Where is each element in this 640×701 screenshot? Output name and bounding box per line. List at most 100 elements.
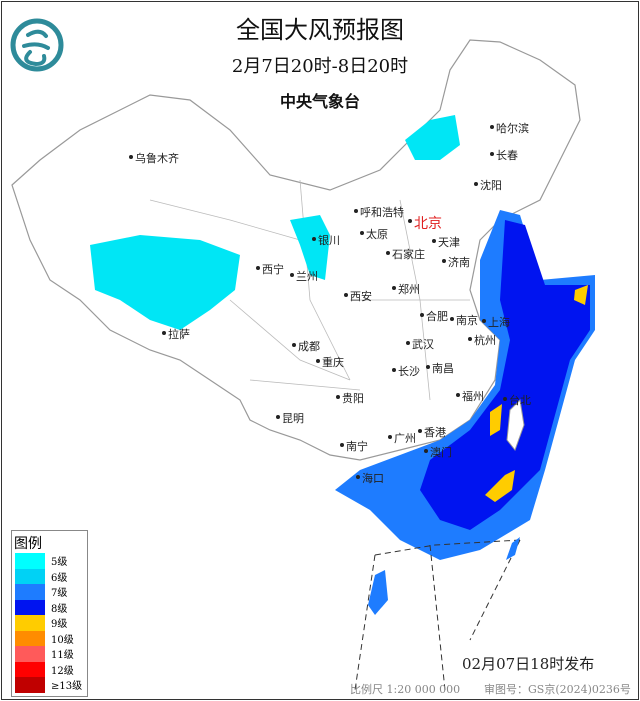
city-label: 兰州	[296, 270, 318, 283]
city-marker	[418, 429, 422, 433]
legend-label: 5级	[51, 557, 68, 569]
south-china-sea-dashes	[354, 539, 521, 691]
city-marker	[482, 319, 486, 323]
city-marker	[392, 368, 396, 372]
city-marker	[386, 251, 390, 255]
legend-item: 10级	[12, 630, 87, 646]
legend-swatch	[15, 568, 45, 584]
legend-swatch	[15, 630, 45, 646]
city-label: 南宁	[346, 440, 368, 453]
city-marker	[450, 317, 454, 321]
city-label: 西安	[350, 290, 372, 303]
city-marker	[290, 273, 294, 277]
legend-label: 7级	[51, 588, 68, 600]
city-marker	[336, 395, 340, 399]
city-marker	[503, 397, 507, 401]
legend-item: ≥13级	[12, 677, 87, 693]
city-marker	[316, 359, 320, 363]
city-marker	[406, 341, 410, 345]
wind-area-level9	[490, 404, 502, 436]
city-label: 南昌	[432, 362, 454, 375]
city-marker	[354, 209, 358, 213]
wind-area-level5	[90, 235, 240, 330]
cma-logo-icon	[10, 18, 64, 72]
legend-swatch	[15, 599, 45, 615]
city-label: 太原	[366, 228, 388, 241]
city-marker	[474, 182, 478, 186]
city-label: 重庆	[322, 356, 344, 369]
legend-swatch	[15, 553, 45, 569]
taiwan-island	[506, 398, 525, 452]
city-marker	[408, 219, 412, 223]
city-marker	[424, 449, 428, 453]
city-label: 上海	[488, 316, 510, 329]
city-label: 海口	[362, 472, 384, 485]
legend-label: 11级	[51, 650, 74, 662]
city-marker	[312, 237, 316, 241]
city-marker	[468, 337, 472, 341]
city-marker	[256, 266, 260, 270]
city-label: 成都	[298, 340, 320, 353]
city-label: 长春	[496, 149, 518, 162]
city-label: 天津	[438, 236, 460, 249]
legend-label: 10级	[51, 634, 74, 646]
city-label: 台北	[509, 394, 531, 407]
city-label: 昆明	[282, 412, 304, 425]
legend-title: 图例	[14, 536, 42, 552]
city-marker	[356, 475, 360, 479]
legend-swatch	[15, 584, 45, 600]
map-title: 全国大风预报图	[236, 16, 404, 44]
legend-item: 12级	[12, 661, 87, 677]
city-marker	[490, 125, 494, 129]
city-marker	[129, 155, 133, 159]
legend-item: 6级	[12, 568, 87, 584]
city-label: 合肥	[426, 310, 448, 323]
legend-swatch	[15, 677, 45, 693]
forecast-period: 2月7日20时-8日20时	[231, 56, 409, 77]
city-label: 哈尔滨	[496, 122, 529, 135]
wind-area-level7	[368, 570, 388, 615]
city-label: 乌鲁木齐	[135, 152, 179, 165]
wind-area-level7	[506, 537, 520, 560]
city-label: 福州	[462, 390, 484, 403]
legend-item: 5级	[12, 553, 87, 569]
city-label: 杭州	[474, 334, 496, 347]
city-marker	[344, 293, 348, 297]
city-marker	[162, 331, 166, 335]
city-label: 石家庄	[392, 248, 425, 261]
city-label: 澳门	[430, 446, 452, 459]
city-label: 沈阳	[480, 179, 502, 192]
city-label: 广州	[394, 432, 416, 445]
city-marker	[420, 313, 424, 317]
wind-area-level8	[420, 220, 590, 530]
legend-item: 11级	[12, 646, 87, 662]
city-marker	[426, 365, 430, 369]
wind-area-level5	[290, 215, 330, 280]
city-marker	[490, 152, 494, 156]
legend-label: ≥13级	[51, 681, 83, 693]
city-label: 香港	[424, 426, 446, 439]
city-marker	[360, 231, 364, 235]
map-approval-number: 审图号：GS京(2024)0236号	[484, 683, 631, 696]
wind-area-level9	[485, 470, 515, 502]
issue-time: 02月07日18时发布	[462, 655, 595, 673]
city-label: 郑州	[398, 283, 420, 296]
wind-area-level5	[405, 115, 460, 160]
city-marker	[340, 443, 344, 447]
city-label: 武汉	[412, 338, 434, 351]
map-scale: 比例尺 1:20 000 000	[350, 683, 461, 696]
province-borders	[149, 179, 470, 401]
legend-label: 12级	[51, 665, 74, 677]
legend-label: 6级	[51, 572, 68, 584]
wind-area-level9	[574, 285, 588, 305]
city-marker	[276, 415, 280, 419]
legend-label: 8级	[51, 603, 68, 615]
city-label: 贵阳	[342, 392, 364, 405]
city-label: 拉萨	[168, 328, 190, 341]
legend-label: 9级	[51, 619, 68, 631]
city-label: 银川	[318, 234, 340, 247]
legend-item: 8级	[12, 599, 87, 615]
issuer: 中央气象台	[279, 92, 360, 111]
